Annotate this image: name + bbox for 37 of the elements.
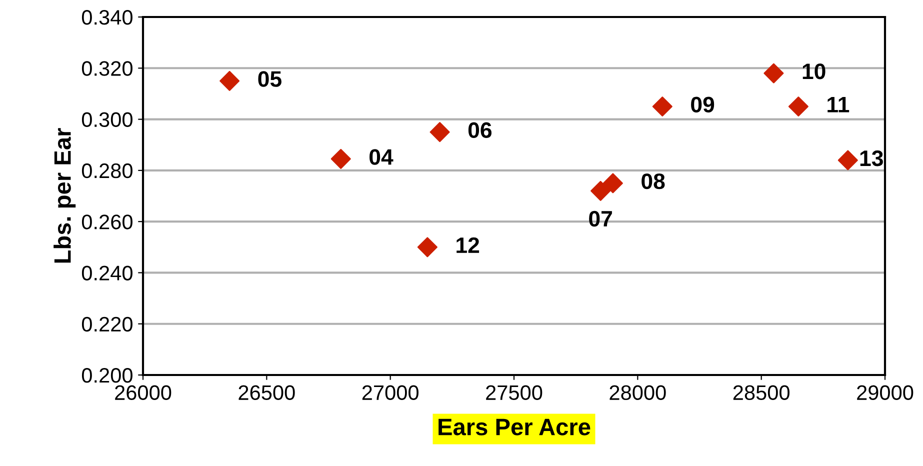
y-tick-label: 0.320 <box>82 61 132 76</box>
point <box>330 148 351 169</box>
y-axis-title: Lbs. per Ear <box>54 128 76 263</box>
point <box>764 63 784 84</box>
y-tick-label: 0.280 <box>82 163 132 178</box>
point <box>220 70 240 91</box>
point <box>838 150 858 170</box>
annotation: 12 <box>456 237 480 253</box>
x-tick-label: 26000 <box>115 385 172 400</box>
x-tick-label: 27500 <box>486 385 542 400</box>
annotation: 06 <box>468 122 492 138</box>
x-axis-title: Ears Per Acre <box>438 418 590 436</box>
x-tick-label: 28500 <box>733 385 790 400</box>
y-tick-label: 0.220 <box>82 316 132 332</box>
x-tick-label: 27000 <box>362 385 418 400</box>
x-tick-label: 26500 <box>238 385 295 400</box>
annotation: 08 <box>642 173 665 190</box>
x-tick-label: 28000 <box>610 385 666 400</box>
annotation: 05 <box>258 71 282 87</box>
y-tick-label: 0.340 <box>82 10 132 25</box>
annotation: 13 <box>860 150 883 166</box>
point <box>417 237 438 258</box>
y-tick-label: 0.300 <box>82 112 132 128</box>
annotation: 10 <box>802 63 826 80</box>
y-tick-label: 0.200 <box>82 368 132 383</box>
annotation: 11 <box>828 96 850 112</box>
x-tick-label: 29000 <box>857 385 914 400</box>
annotation: 04 <box>370 149 394 165</box>
point <box>652 96 672 117</box>
point <box>590 180 611 201</box>
annotation: 07 <box>589 210 612 227</box>
y-tick-label: 0.260 <box>82 214 132 230</box>
annotation: 09 <box>691 96 714 112</box>
y-tick-label: 0.240 <box>82 266 132 280</box>
point <box>602 173 623 194</box>
point <box>788 96 808 117</box>
point <box>430 122 450 142</box>
